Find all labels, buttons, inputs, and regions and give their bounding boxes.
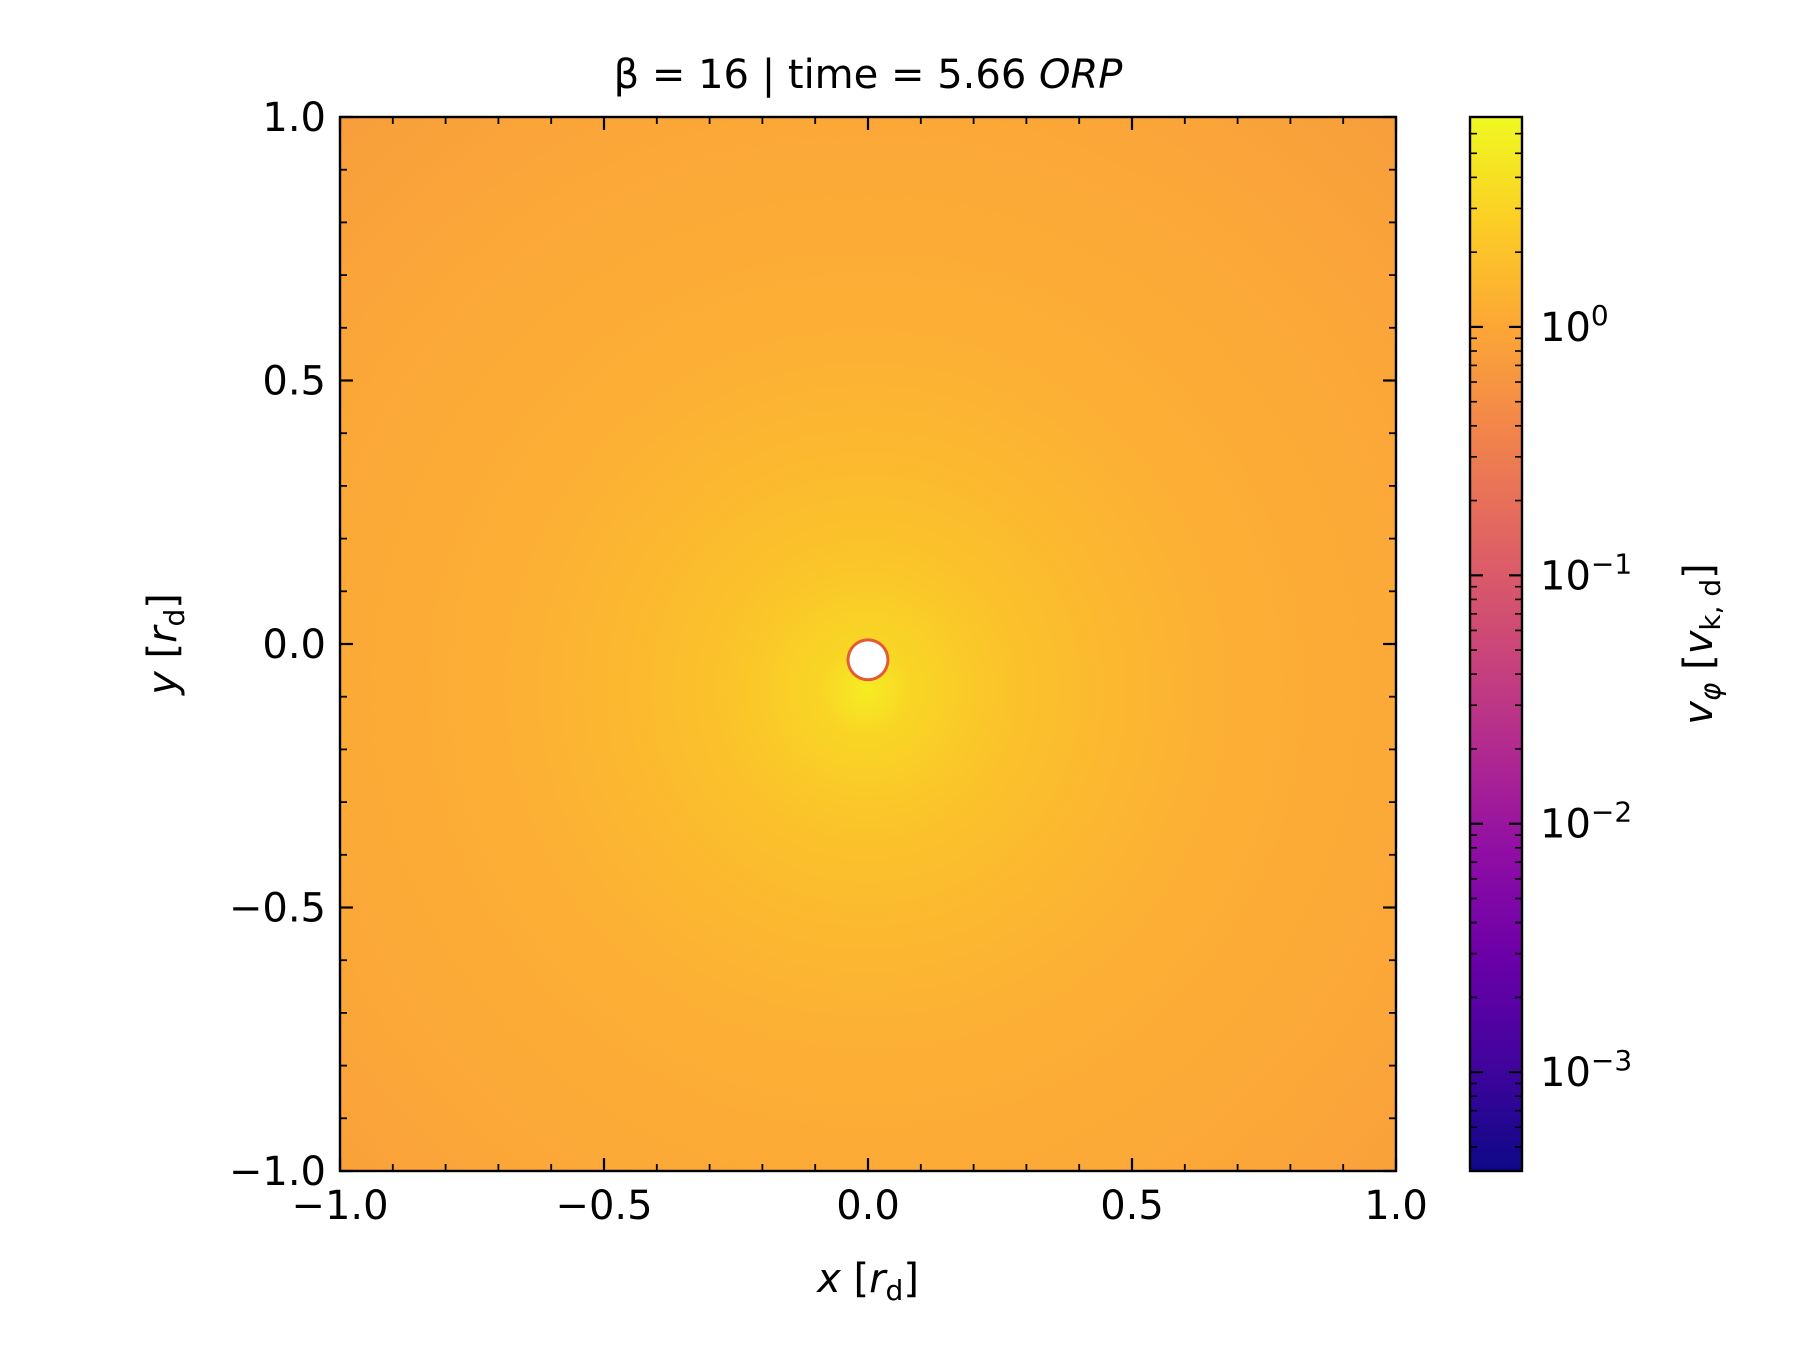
chart-title: β = 16 | time = 5.66 ORP xyxy=(614,52,1124,98)
x-tick-label: 1.0 xyxy=(1364,1183,1428,1229)
colorbar-tick-label: 10−3 xyxy=(1540,1044,1632,1096)
x-tick-label: 0.0 xyxy=(836,1183,900,1229)
x-tick-label: −0.5 xyxy=(555,1183,652,1229)
y-tick-label: −1.0 xyxy=(229,1149,326,1195)
colorbar-tick-label: 100 xyxy=(1540,299,1609,351)
center-hole xyxy=(849,641,887,679)
colorbar-tick-label: 10−2 xyxy=(1540,796,1632,848)
colorbar-tick-label: 10−1 xyxy=(1540,547,1632,599)
x-tick-label: −1.0 xyxy=(291,1183,388,1229)
heatmap-area xyxy=(340,117,1396,1171)
colorbar-ticks xyxy=(1470,116,1522,1172)
colorbar-label: vφ [vk, d] xyxy=(1676,563,1727,725)
y-axis-ticks xyxy=(340,115,1396,1173)
x-axis-label: x [rd] xyxy=(815,1256,919,1307)
x-tick-label: 0.5 xyxy=(1100,1183,1164,1229)
colorbar-gradient xyxy=(1470,117,1522,1171)
colorbar-frame xyxy=(1468,115,1524,1173)
y-tick-label: 0.0 xyxy=(262,622,326,668)
y-tick-label: −0.5 xyxy=(229,886,326,932)
y-tick-label: 0.5 xyxy=(262,359,326,405)
x-axis-tick-labels: −1.0 −0.5 0.0 0.5 1.0 xyxy=(291,1183,1427,1229)
y-axis-tick-labels: −1.0 −0.5 0.0 0.5 1.0 xyxy=(229,95,326,1195)
y-tick-label: 1.0 xyxy=(262,95,326,141)
x-axis-ticks xyxy=(338,117,1398,1171)
colorbar-tick-labels: 10−3 10−2 10−1 100 xyxy=(1540,299,1632,1096)
y-axis-label: y [rd] xyxy=(140,593,191,696)
